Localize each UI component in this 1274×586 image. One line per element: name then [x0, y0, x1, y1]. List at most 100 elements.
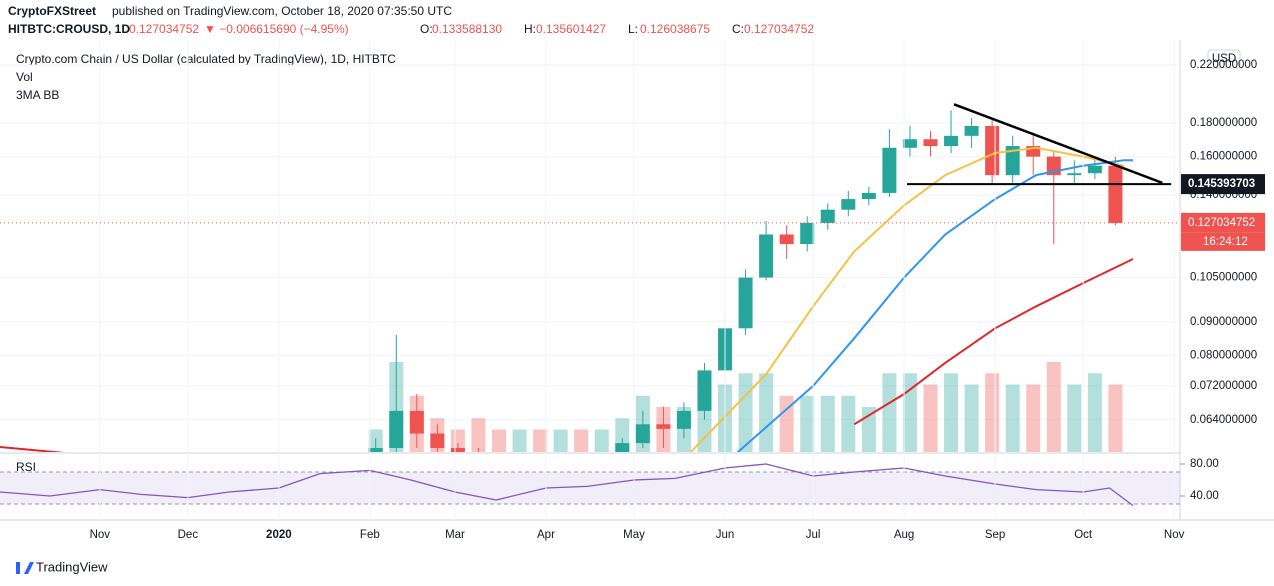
volume-bar: [1046, 362, 1061, 452]
countdown: 16:24:12: [1203, 236, 1248, 248]
currency[interactable]: USD: [1212, 53, 1236, 65]
x-tick-label: Apr: [537, 529, 555, 541]
candle-body: [656, 424, 671, 429]
rsi-tick-label: 80.00: [1190, 458, 1219, 470]
countdown-tag: [1181, 232, 1265, 251]
candle-body: [820, 209, 835, 223]
volume-bar: [759, 373, 774, 452]
volume-bar: [533, 429, 548, 452]
volume-bar: [985, 373, 1000, 452]
ohlc-label: L:: [628, 22, 638, 36]
moving-average: [736, 159, 1133, 452]
y-tick-label: 0.090000000: [1190, 316, 1257, 328]
symbol: HITBTC:CROUSD, 1D: [8, 22, 130, 36]
x-tick-label: Aug: [894, 529, 914, 541]
candle-body: [697, 370, 712, 411]
currency-box[interactable]: [1207, 49, 1241, 69]
volume-bar: [861, 407, 876, 452]
candle-body: [635, 424, 650, 444]
rsi-title: RSI: [16, 460, 36, 474]
candle-body: [759, 234, 774, 278]
ohlc-label: C:: [732, 22, 744, 36]
y-tick-label: 0.064000000: [1190, 414, 1257, 426]
volume-bar: [1087, 373, 1102, 452]
candle-body: [800, 222, 815, 245]
ohlc-value: 0.135601427: [536, 22, 606, 36]
rsi-pane: [0, 463, 1180, 507]
ohlc-label: O:: [420, 22, 433, 36]
rsi-tick-label: 40.00: [1190, 490, 1219, 502]
x-tick-label: Jun: [716, 529, 735, 541]
candle-body: [1026, 146, 1041, 157]
volume-bar: [450, 429, 465, 452]
candle-body: [985, 125, 1000, 176]
candle-body: [368, 448, 383, 452]
candle-body: [1108, 165, 1123, 223]
title: Crypto.com Chain / US Dollar (calculated…: [16, 52, 396, 66]
x-tick-label: Oct: [1074, 529, 1093, 541]
y-tick-label: 0.105000000: [1190, 272, 1257, 284]
y-tick-label: 0.072000000: [1190, 380, 1257, 392]
volume-bar: [800, 395, 815, 452]
candle-body: [676, 410, 691, 429]
volume-bar: [820, 395, 835, 452]
candle-body: [944, 135, 959, 147]
x-tick-label: Nov: [90, 529, 111, 541]
footer[interactable]: TradingView: [36, 559, 108, 574]
y-tick-label: 0.180000000: [1190, 117, 1257, 129]
y-tick-label: 0.220000000: [1190, 59, 1257, 71]
x-tick-label: Sep: [985, 529, 1005, 541]
x-tick-label: Feb: [360, 529, 380, 541]
logo[interactable]: TradingView: [8, 559, 108, 574]
candle-body: [1067, 173, 1082, 176]
change: ▼ −0.006615690 (−4.95%): [204, 22, 349, 36]
candle-body: [615, 443, 630, 452]
volume-bar: [1108, 384, 1123, 452]
publisher[interactable]: CryptoFXStreet: [8, 4, 96, 18]
candle-body: [902, 139, 917, 148]
candle-body: [1087, 165, 1102, 174]
candle-body: [430, 433, 445, 449]
x-tick-label: Nov: [1164, 529, 1185, 541]
volume-bar: [594, 429, 609, 452]
candle-body: [861, 192, 876, 200]
x-tick-label: Jul: [806, 529, 821, 541]
x-tick-label: Mar: [445, 529, 465, 541]
volume-bar: [841, 395, 856, 452]
volume-bar: [512, 429, 527, 452]
volume-bar: [471, 418, 486, 452]
candle-body: [882, 147, 897, 193]
volume-bar: [574, 429, 589, 452]
rsi-line: [0, 463, 1134, 507]
y-tick-label: 0.160000000: [1190, 151, 1257, 163]
volume-bar: [1026, 384, 1041, 452]
ohlc-label: H:: [524, 22, 536, 36]
candle-body: [409, 410, 424, 434]
candle-body: [738, 277, 753, 329]
y-tick-label: 0.080000000: [1190, 350, 1257, 362]
logo-icon: [8, 562, 34, 574]
candle-body: [1005, 146, 1020, 176]
moving-average: [689, 146, 1125, 452]
volume-bar: [1067, 384, 1082, 452]
ohlc-value: 0.127034752: [744, 22, 814, 36]
candle-body: [964, 125, 979, 136]
candle-body: [779, 234, 794, 245]
candle-body: [450, 448, 465, 452]
last-price-label: 0.127034752: [1188, 217, 1255, 229]
indicator: 3MA BB: [16, 88, 59, 102]
indicator: Vol: [16, 70, 33, 84]
volume-bar: [923, 384, 938, 452]
volume-bar: [779, 395, 794, 452]
candle-body: [841, 199, 856, 210]
level-label: 0.145393703: [1188, 178, 1255, 190]
last-price-tag: [1181, 212, 1265, 233]
x-tick-label: 2020: [266, 529, 292, 541]
rsi-band: [0, 472, 1180, 504]
volume-bar: [964, 384, 979, 452]
volume-bar: [553, 429, 568, 452]
trendline: [953, 103, 1163, 185]
ohlc-value: 0.133588130: [432, 22, 502, 36]
